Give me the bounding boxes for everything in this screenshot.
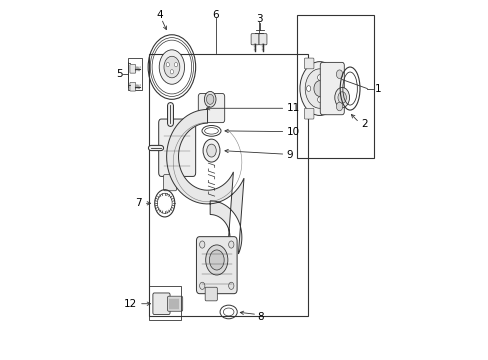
FancyBboxPatch shape — [198, 94, 224, 123]
Text: 11: 11 — [286, 103, 299, 113]
Circle shape — [209, 250, 224, 270]
Text: 9: 9 — [286, 150, 293, 160]
FancyBboxPatch shape — [159, 119, 195, 176]
Circle shape — [305, 69, 334, 108]
FancyBboxPatch shape — [153, 293, 170, 315]
Circle shape — [206, 144, 216, 157]
Circle shape — [228, 241, 233, 248]
Circle shape — [299, 62, 339, 116]
Text: 3: 3 — [256, 14, 263, 24]
Circle shape — [228, 282, 233, 289]
Circle shape — [206, 94, 213, 104]
Circle shape — [336, 70, 342, 78]
Circle shape — [317, 97, 321, 103]
Circle shape — [159, 50, 184, 84]
Circle shape — [337, 92, 346, 103]
FancyBboxPatch shape — [250, 34, 259, 45]
Text: 7: 7 — [135, 198, 142, 208]
Text: 6: 6 — [212, 10, 219, 20]
Circle shape — [317, 75, 321, 80]
FancyBboxPatch shape — [320, 62, 344, 115]
Circle shape — [199, 241, 204, 248]
Text: 4: 4 — [156, 10, 163, 20]
Circle shape — [199, 282, 204, 289]
Text: 8: 8 — [257, 312, 264, 322]
Bar — [127, 58, 142, 90]
Circle shape — [336, 102, 342, 111]
Text: 1: 1 — [374, 84, 380, 94]
FancyBboxPatch shape — [196, 237, 237, 294]
Circle shape — [174, 63, 177, 67]
Text: 10: 10 — [286, 127, 299, 136]
Circle shape — [313, 81, 325, 96]
FancyBboxPatch shape — [205, 287, 217, 301]
FancyBboxPatch shape — [304, 58, 313, 69]
Bar — [149, 54, 307, 316]
Text: 2: 2 — [361, 120, 367, 129]
Text: 5: 5 — [116, 69, 123, 79]
FancyBboxPatch shape — [304, 108, 313, 119]
Polygon shape — [166, 109, 244, 254]
Bar — [297, 15, 373, 158]
FancyBboxPatch shape — [130, 82, 136, 91]
Circle shape — [334, 87, 349, 108]
Circle shape — [306, 86, 310, 91]
Circle shape — [204, 91, 216, 107]
FancyBboxPatch shape — [130, 64, 136, 73]
Circle shape — [328, 86, 332, 91]
Circle shape — [163, 56, 180, 78]
Circle shape — [166, 63, 169, 67]
Text: 12: 12 — [123, 299, 137, 309]
FancyBboxPatch shape — [259, 34, 266, 45]
Circle shape — [205, 245, 227, 275]
Circle shape — [170, 69, 173, 74]
Circle shape — [203, 139, 220, 162]
FancyBboxPatch shape — [167, 296, 183, 311]
Bar — [149, 286, 181, 320]
FancyBboxPatch shape — [163, 175, 176, 191]
